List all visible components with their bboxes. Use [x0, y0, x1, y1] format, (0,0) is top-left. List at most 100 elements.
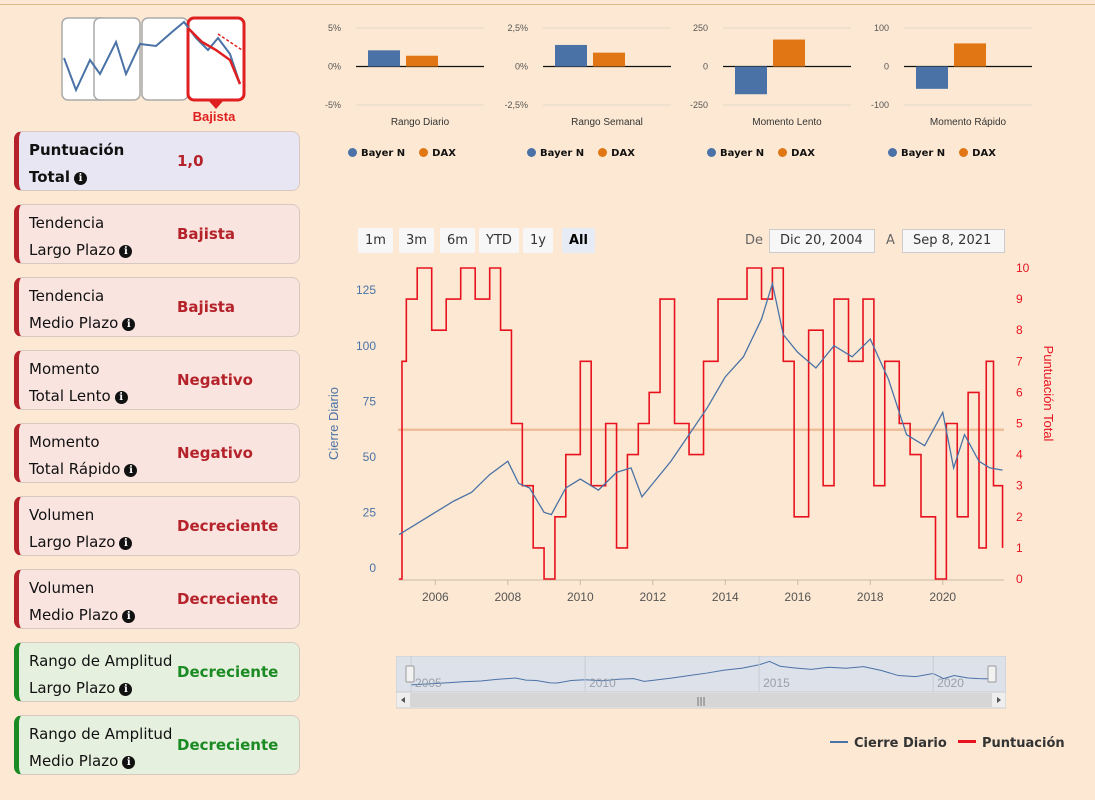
card-tendencia-medio: Tendencia Medio Plazo i Bajista — [14, 277, 300, 337]
series-puntuacion[interactable] — [399, 267, 1004, 580]
trend-logo: Bajista — [60, 14, 250, 124]
range-3m-button[interactable]: 3m — [399, 228, 434, 253]
navigator-xtick-label: 2015 — [763, 676, 790, 690]
mini-legend: Bayer N DAX — [348, 148, 470, 159]
card-title-line1: Tendencia — [29, 214, 105, 232]
card-title-line2: Largo Plazo — [29, 533, 116, 551]
range-1y-button[interactable]: 1y — [523, 228, 553, 253]
bar-dax[interactable] — [954, 43, 986, 67]
top-divider — [0, 4, 1095, 5]
info-icon[interactable]: i — [114, 391, 128, 404]
card-title-line1: Momento — [29, 360, 100, 378]
xtick-label: 2012 — [639, 590, 666, 604]
card-title-line1: Rango de Amplitud — [29, 652, 173, 670]
info-icon[interactable]: i — [119, 537, 133, 550]
card-title-line2: Medio Plazo — [29, 752, 119, 770]
mini-chart-title: Rango Semanal — [571, 117, 643, 128]
card-title-line1: Puntuación — [29, 141, 125, 159]
series-cierre-diario[interactable] — [398, 280, 1003, 536]
legend-cierre-swatch — [830, 741, 848, 743]
legend-dax-label: DAX — [791, 148, 815, 159]
bar-dax[interactable] — [773, 39, 805, 67]
xtick-label: 2008 — [494, 590, 521, 604]
card-title-line2: Largo Plazo — [29, 679, 116, 697]
legend-bayer[interactable]: Bayer N — [348, 148, 405, 159]
legend-bayer-dot — [527, 148, 536, 157]
info-icon[interactable]: i — [73, 172, 87, 185]
bar-bayer[interactable] — [368, 50, 400, 67]
scrollbar-thumb[interactable] — [410, 693, 992, 707]
ytick-label: 5% — [328, 23, 341, 33]
ytick-label: 2,5% — [507, 23, 528, 33]
legend-bayer[interactable]: Bayer N — [707, 148, 764, 159]
legend-bayer-label: Bayer N — [901, 148, 946, 159]
scroll-right-icon[interactable] — [997, 697, 1001, 703]
xtick-label: 2014 — [712, 590, 739, 604]
mini-legend: Bayer N DAX — [888, 148, 1010, 159]
bar-dax[interactable] — [593, 52, 625, 67]
legend-bayer[interactable]: Bayer N — [888, 148, 945, 159]
legend-bayer-dot — [348, 148, 357, 157]
xtick-label: 2018 — [857, 590, 884, 604]
legend-cierre-diario[interactable]: Cierre Diario — [830, 736, 947, 751]
navigator[interactable]: 2005 2010 2015 2020 ||| — [396, 656, 1006, 710]
legend-dax[interactable]: DAX — [778, 148, 815, 159]
trend-logo-label: Bajista — [193, 109, 236, 124]
main-chart: 0 25 50 75 100 125 0 1 2 3 4 5 6 7 8 9 10 2006 2008 2010 201… — [326, 261, 1056, 604]
card-momento-lento: Momento Total Lento i Negativo — [14, 350, 300, 410]
right-ytick-label: 9 — [1016, 292, 1023, 306]
mini-chart-momento-lento: 250 0 -250 Momento Lento Bayer N DAX — [685, 14, 865, 164]
info-icon[interactable]: i — [119, 683, 133, 696]
from-date-input[interactable]: Dic 20, 2004 — [769, 229, 875, 253]
card-title-line2: Medio Plazo — [29, 314, 119, 332]
scroll-left-icon[interactable] — [401, 697, 405, 703]
legend-bayer-label: Bayer N — [540, 148, 585, 159]
ytick-label: -5% — [325, 100, 341, 110]
range-all-button[interactable]: All — [562, 228, 595, 253]
card-title-line1: Volumen — [29, 579, 95, 597]
info-icon[interactable]: i — [122, 756, 136, 769]
range-1m-button[interactable]: 1m — [358, 228, 393, 253]
legend-dax-label: DAX — [972, 148, 996, 159]
legend-bayer-label: Bayer N — [361, 148, 406, 159]
ytick-label: 0 — [703, 62, 708, 72]
legend-puntuacion[interactable]: Puntuación — [958, 736, 1065, 751]
legend-dax[interactable]: DAX — [598, 148, 635, 159]
card-momento-rapido: Momento Total Rápido i Negativo — [14, 423, 300, 483]
card-value: Bajista — [177, 225, 236, 243]
right-ytick-label: 8 — [1016, 323, 1023, 337]
ytick-label: -100 — [871, 100, 889, 110]
right-ytick-label: 1 — [1016, 541, 1023, 555]
bar-dax[interactable] — [406, 55, 438, 67]
card-puntuacion-total: Puntuación Total i 1,0 — [14, 131, 300, 191]
range-6m-button[interactable]: 6m — [440, 228, 475, 253]
card-rango-amplitud-medio: Rango de Amplitud Medio Plazo i Decreciente — [14, 715, 300, 775]
navigator-right-handle[interactable] — [987, 665, 997, 683]
legend-dax[interactable]: DAX — [419, 148, 456, 159]
navigator-left-handle[interactable] — [405, 665, 415, 683]
card-title-line2: Medio Plazo — [29, 606, 119, 624]
info-icon[interactable]: i — [124, 464, 138, 477]
left-ytick-label: 0 — [369, 561, 376, 575]
legend-dax[interactable]: DAX — [959, 148, 996, 159]
range-ytd-button[interactable]: YTD — [479, 228, 519, 253]
bar-bayer[interactable] — [735, 66, 767, 95]
bar-bayer[interactable] — [916, 66, 948, 89]
ytick-label: 0 — [884, 62, 889, 72]
info-icon[interactable]: i — [122, 610, 136, 623]
legend-dax-dot — [959, 148, 969, 157]
card-value: Decreciente — [177, 517, 279, 535]
right-ytick-label: 2 — [1016, 510, 1023, 524]
info-icon[interactable]: i — [119, 245, 133, 258]
to-date-input[interactable]: Sep 8, 2021 — [902, 229, 1005, 253]
info-icon[interactable]: i — [122, 318, 136, 331]
legend-bayer[interactable]: Bayer N — [527, 148, 584, 159]
left-ytick-label: 125 — [356, 283, 376, 297]
bar-bayer[interactable] — [555, 44, 587, 67]
card-value: Bajista — [177, 298, 236, 316]
xtick-label: 2006 — [422, 590, 449, 604]
ytick-label: -2,5% — [505, 100, 528, 110]
card-tendencia-largo: Tendencia Largo Plazo i Bajista — [14, 204, 300, 264]
card-value: 1,0 — [177, 152, 204, 170]
ytick-label: 0% — [515, 62, 528, 72]
